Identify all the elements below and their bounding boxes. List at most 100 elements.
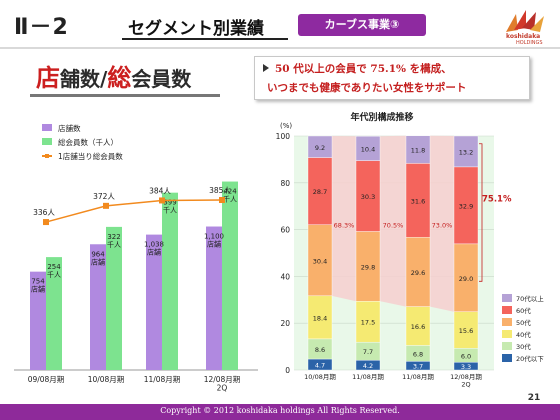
marker-avg [159,197,165,204]
data-label-members: 322 [107,233,120,241]
line-avg-members [45,199,223,223]
connector-band [430,135,454,312]
segment-label: 10.4 [361,145,375,153]
stack-segment [405,237,431,307]
segment-label: 13.2 [459,148,473,156]
segment-label: 28.7 [313,188,327,196]
legend-swatch [502,294,512,302]
data-label-avg: 384人 [149,186,171,195]
stack-segment [453,135,479,168]
segment-label: 6.8 [413,350,423,358]
legend-label: 50代 [516,318,531,327]
stack-segment [307,135,333,158]
x-tick-label: 12/08月期 [204,375,241,384]
segment-label: 17.5 [361,319,375,327]
legend-label: 20代以下 [516,354,544,363]
logo-text: koshidaka [506,33,541,40]
legend-swatch [502,306,512,314]
y-tick-label: 0 [285,366,290,375]
copyright: Copyright © 2012 koshidaka holdings All … [160,406,400,415]
title-underline [122,38,288,40]
legend-label: 70代以上 [516,294,544,303]
data-label-stores: 1,100 [204,233,224,241]
segment-label: 4.2 [363,362,373,370]
y-tick-label: 40 [280,272,290,281]
share-50plus-label: 70.5% [383,221,404,229]
bar-stores [30,271,46,370]
legend-swatch-stores [42,124,52,131]
section-number: Ⅱ－2 [14,15,69,40]
data-label-members: 千人 [223,195,237,204]
legend-marker-avg [45,154,49,158]
stack-segment [355,136,381,161]
stack-segment [405,163,431,238]
stack-segment [405,306,431,346]
data-label-stores: 店舗 [207,240,221,249]
share-50plus-label: 73.0% [432,221,453,229]
bar-members [106,226,122,370]
data-label-members: 千人 [163,206,177,215]
stack-segment [405,135,431,164]
share-50plus-label: 75.1% [482,195,512,205]
data-label-avg: 372人 [93,192,115,201]
segment-label: 15.6 [459,327,473,335]
marker-avg [219,197,225,203]
segment-label: 11.8 [411,147,425,155]
age-composition-chart: 年代別構成推移 (%) 0 20 40 60 80 100 4.7 8.6 18.4 30.4 28.7… [276,111,545,389]
bar-stores [90,244,106,370]
subtitle-underline [30,94,220,97]
x-tick-label: 09/08月期 [28,375,65,384]
subtitle-text-2: 会員数 [131,67,192,91]
segment-label: 9.2 [315,144,325,152]
segment-label: 29.0 [459,275,473,283]
data-label-stores: 1,038 [144,241,164,249]
segment-badge: カーブス事業③ [298,14,426,36]
data-label-avg: 336人 [33,208,55,217]
stack-segment [307,295,333,340]
stack-segment [355,160,381,232]
data-label-members: 424 [223,188,237,196]
header-rule [0,47,560,49]
header: Ⅱ－2 セグメント別業績 カーブス事業③ koshidaka HOLDINGS [0,0,560,46]
segment-label: 6.0 [461,352,471,360]
x-tick-label: 2Q [461,381,470,389]
stack-segment [355,301,381,343]
callout-box: 50 代以上の会員で 75.1% を構成、 いつまでも健康でありたい女性をサポー… [254,56,530,100]
koshidaka-logo [506,10,544,32]
bar-stores [146,234,162,370]
segment-label: 16.6 [411,323,425,331]
segment-label: 32.9 [459,202,473,210]
y-tick-label: 60 [280,226,290,235]
chart-title: 年代別構成推移 [350,111,413,123]
connector-band [380,135,406,307]
stack-segment [307,224,333,297]
bar-members [222,181,238,370]
stack-segment [355,231,381,302]
bar-members [46,257,62,370]
y-tick-label: 80 [280,179,290,188]
legend-swatch [502,354,512,362]
logo-subtext: HOLDINGS [516,40,543,46]
bar-members [162,192,178,370]
segment-label: 29.6 [411,269,425,277]
stores-members-chart: 店舗数総会員数（千人）1店舗当り総会員数754店舗254千人09/08月期964… [14,123,258,393]
segment-label: 31.6 [411,197,425,205]
data-label-stores: 754 [31,278,45,286]
x-tick-label: 12/08月期 [450,373,482,381]
data-label-members: 254 [47,263,61,271]
section-subtitle: 店舗数/総会員数 [36,58,191,93]
legend-label: 30代 [516,342,531,351]
y-tick-label: 20 [280,319,290,328]
marker-avg [103,202,109,209]
segment-label: 3.7 [413,363,423,371]
slide-title: セグメント別業績 [128,19,264,39]
footer-bar [0,404,560,420]
segment-label: 30.3 [361,193,375,201]
subtitle-char-1: 店 [36,64,60,92]
data-label-members: 399 [163,199,176,207]
x-tick-label: 11/08月期 [402,373,434,381]
bar-stores [206,226,222,370]
data-label-stores: 店舗 [91,257,105,266]
segment-label: 7.7 [363,348,373,356]
